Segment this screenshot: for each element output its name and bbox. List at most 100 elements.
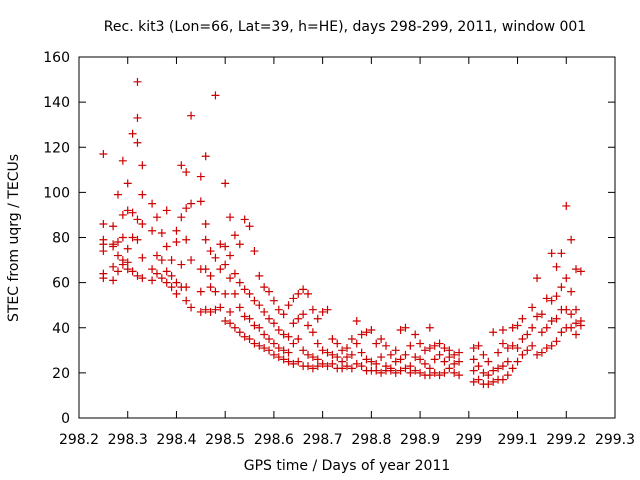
data-point (308, 353, 317, 362)
data-point (245, 335, 254, 344)
data-point (235, 328, 244, 337)
data-point (576, 267, 585, 276)
data-point (542, 294, 551, 303)
data-point (455, 357, 464, 366)
data-point (269, 296, 278, 305)
data-point (226, 307, 235, 316)
data-point (518, 335, 527, 344)
data-point (406, 362, 415, 371)
data-point (201, 305, 210, 314)
data-point (187, 111, 196, 120)
x-tick-label: 298.4 (156, 432, 196, 448)
data-point (279, 355, 288, 364)
data-point (308, 364, 317, 373)
data-point (167, 283, 176, 292)
data-point (537, 348, 546, 357)
data-point (547, 316, 556, 325)
x-tick-label: 298.5 (205, 432, 245, 448)
data-point (289, 359, 298, 368)
y-tick-label: 20 (52, 366, 70, 382)
data-point (572, 319, 581, 328)
data-point (567, 235, 576, 244)
data-point (479, 368, 488, 377)
data-point (109, 242, 118, 251)
data-point (508, 341, 517, 350)
data-point (498, 339, 507, 348)
data-point (255, 341, 264, 350)
data-point (138, 190, 147, 199)
data-point (469, 366, 478, 375)
y-tick-label: 0 (61, 411, 70, 427)
data-point (469, 377, 478, 386)
data-point (235, 278, 244, 287)
data-point (265, 314, 274, 323)
data-point (484, 371, 493, 380)
data-point (182, 283, 191, 292)
data-point (416, 368, 425, 377)
data-point (172, 226, 181, 235)
data-point (187, 199, 196, 208)
data-point (211, 253, 220, 262)
data-point (445, 346, 454, 355)
data-point (562, 201, 571, 210)
data-point (99, 219, 108, 228)
data-point (450, 368, 459, 377)
data-point (445, 353, 454, 362)
data-point (123, 179, 132, 188)
data-point (528, 303, 537, 312)
data-point (221, 289, 230, 298)
data-point (201, 152, 210, 161)
data-point (245, 314, 254, 323)
data-point (250, 296, 259, 305)
data-point (313, 355, 322, 364)
data-point (567, 323, 576, 332)
data-point (230, 323, 239, 332)
data-point (201, 219, 210, 228)
data-point (411, 330, 420, 339)
data-point (552, 292, 561, 301)
data-point (318, 346, 327, 355)
data-point (357, 348, 366, 357)
data-point (328, 359, 337, 368)
data-point (430, 368, 439, 377)
data-point (396, 366, 405, 375)
data-point (484, 357, 493, 366)
data-point (572, 305, 581, 314)
data-point (572, 265, 581, 274)
data-point (133, 113, 142, 122)
data-point (162, 278, 171, 287)
data-point (294, 335, 303, 344)
data-point (498, 375, 507, 384)
data-point (133, 271, 142, 280)
data-point (230, 269, 239, 278)
data-point (133, 215, 142, 224)
x-tick-label: 298.8 (351, 432, 391, 448)
data-point (279, 346, 288, 355)
y-tick-label: 120 (43, 140, 70, 156)
data-point (352, 359, 361, 368)
data-point (128, 129, 137, 138)
data-point (323, 362, 332, 371)
data-point (420, 359, 429, 368)
data-point (245, 222, 254, 231)
data-point (250, 321, 259, 330)
data-point (372, 366, 381, 375)
data-point (494, 364, 503, 373)
data-point (99, 274, 108, 283)
data-point (138, 161, 147, 170)
data-point (333, 353, 342, 362)
data-point (533, 350, 542, 359)
data-point (260, 344, 269, 353)
data-point (401, 364, 410, 373)
data-point (99, 247, 108, 256)
data-point (294, 357, 303, 366)
data-point (537, 310, 546, 319)
y-axis-label: STEC from uqrg / TECUs (6, 154, 22, 322)
data-point (274, 305, 283, 314)
data-point (498, 362, 507, 371)
data-point (425, 371, 434, 380)
data-point (352, 316, 361, 325)
data-point (547, 341, 556, 350)
data-point (416, 355, 425, 364)
data-point (508, 364, 517, 373)
